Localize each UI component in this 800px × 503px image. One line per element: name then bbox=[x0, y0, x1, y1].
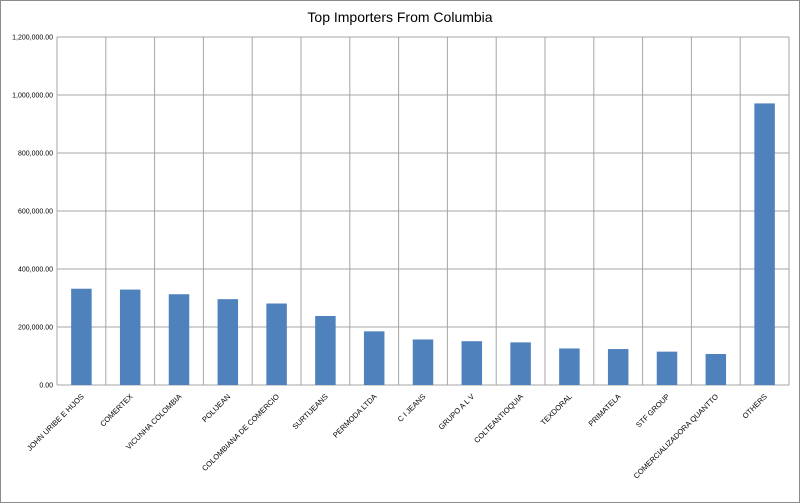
bar bbox=[266, 303, 287, 385]
x-category-label: JOHN URIBE E HIJOS bbox=[25, 392, 86, 453]
bar bbox=[119, 289, 141, 385]
x-category-label: SURTIJEANS bbox=[291, 392, 330, 431]
x-category-label: PRIMATELA bbox=[587, 392, 623, 428]
x-category-label: COMERTEX bbox=[98, 392, 134, 428]
x-category-label: COLTEANTIOQUIA bbox=[472, 392, 525, 445]
bar bbox=[656, 351, 678, 385]
x-category-label: VICUNHA COLOMBIA bbox=[124, 392, 183, 451]
x-category-label: POLIJEAN bbox=[200, 392, 232, 424]
y-tick-label: 1,200,000.00 bbox=[12, 35, 53, 42]
y-tick-label: 800,000.00 bbox=[18, 151, 53, 158]
x-category-label: STF GROUP bbox=[634, 392, 671, 429]
bar bbox=[412, 339, 434, 385]
bar bbox=[607, 349, 629, 385]
x-category-label: COLOMBIANA DE COMERCIO bbox=[200, 392, 281, 473]
bar bbox=[510, 342, 531, 385]
bars-layer bbox=[71, 103, 775, 385]
chart-title: Top Importers From Columbia bbox=[307, 9, 493, 25]
bar bbox=[315, 315, 336, 385]
bar bbox=[71, 288, 92, 385]
y-tick-label: 400,000.00 bbox=[18, 267, 53, 274]
bar bbox=[754, 103, 775, 385]
bar bbox=[705, 353, 727, 385]
x-category-label: GRUPO A L V bbox=[437, 392, 476, 431]
bar bbox=[168, 294, 190, 385]
y-tick-label: 1,000,000.00 bbox=[12, 93, 53, 100]
bar bbox=[559, 348, 580, 385]
y-axis-tick-labels: 0.00 200,000.00 400,000.00 600,000.00 800,00… bbox=[12, 35, 53, 390]
x-category-label: PERMODA LTDA bbox=[331, 392, 379, 440]
x-category-label: OTHERS bbox=[741, 392, 769, 420]
x-category-label: COMERCIALIZADORA QUANTTO bbox=[632, 392, 721, 481]
x-category-label: C I JEANS bbox=[396, 392, 428, 424]
y-tick-label: 200,000.00 bbox=[18, 325, 53, 332]
x-category-label: TEXDORAL bbox=[539, 392, 574, 427]
y-tick-label: 600,000.00 bbox=[18, 209, 53, 216]
bar bbox=[363, 331, 385, 385]
y-tick-label: 0.00 bbox=[39, 383, 53, 390]
grid-layer bbox=[56, 36, 790, 386]
bar bbox=[461, 341, 483, 385]
bar bbox=[217, 299, 239, 385]
